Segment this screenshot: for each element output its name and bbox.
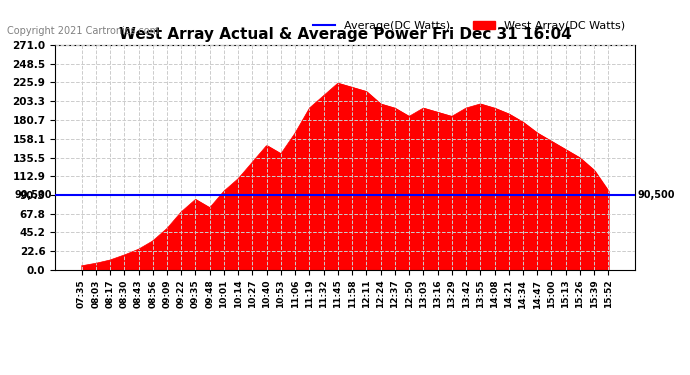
Text: 90,500: 90,500 <box>15 190 52 200</box>
Title: West Array Actual & Average Power Fri Dec 31 16:04: West Array Actual & Average Power Fri De… <box>119 27 571 42</box>
Text: 90,500: 90,500 <box>638 190 675 200</box>
Legend: Average(DC Watts), West Array(DC Watts): Average(DC Watts), West Array(DC Watts) <box>308 17 629 36</box>
Text: Copyright 2021 Cartronics.com: Copyright 2021 Cartronics.com <box>7 26 159 36</box>
